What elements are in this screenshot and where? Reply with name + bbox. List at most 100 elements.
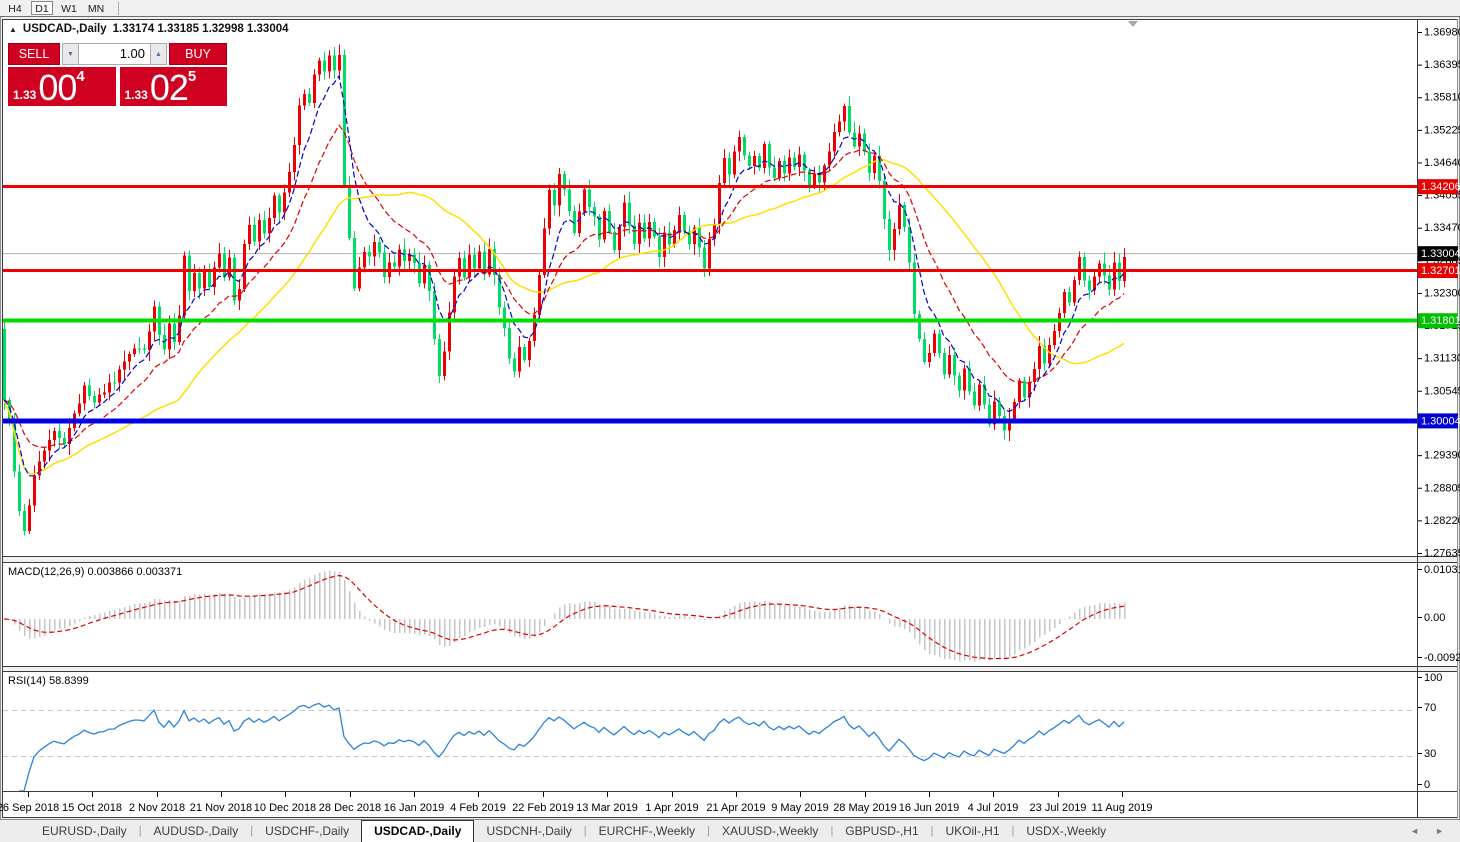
price-tick-label: 1.35225: [1424, 124, 1460, 136]
macd-scale-label: 0.010311: [1424, 564, 1460, 576]
tab-scroll-left-icon[interactable]: ◄: [1410, 826, 1420, 836]
date-tick-label: 21 Apr 2019: [706, 802, 765, 814]
chart-shift-marker-icon[interactable]: [1128, 21, 1138, 27]
timeframe-button-w1[interactable]: W1: [58, 1, 80, 15]
price-badge-1.34206: 1.34206: [1418, 179, 1460, 195]
ma-fast-line: [3, 74, 1125, 477]
tab-separator: |: [830, 825, 834, 837]
date-tick-label: 15 Oct 2018: [62, 802, 122, 814]
toolbar-separator: [118, 1, 119, 15]
date-tick-label: 4 Jul 2019: [968, 802, 1019, 814]
date-tick-label: 28 May 2019: [833, 802, 897, 814]
date-tick-label: 16 Jan 2019: [384, 802, 445, 814]
buy-price-display[interactable]: 1.33 02 5: [119, 67, 227, 108]
svg-text:1.30004: 1.30004: [1421, 415, 1460, 427]
date-tick-label: 9 May 2019: [771, 802, 828, 814]
one-click-trading-panel: SELL ▼ 1.00 ▲ BUY 1.33 00 4 1.33 02 5: [8, 43, 227, 106]
macd-scale-label: 0.00: [1424, 612, 1445, 624]
tab-usdchf-daily[interactable]: USDCHF-,Daily: [265, 824, 350, 838]
ohlc-readout: 1.33174 1.33185 1.32998 1.33004: [112, 23, 289, 35]
rsi-scale-label: 0: [1424, 779, 1430, 791]
tab-scroll-arrows: ◄ ►: [1410, 826, 1444, 836]
price-tick-label: 1.34640: [1424, 157, 1460, 169]
svg-text:1.34206: 1.34206: [1421, 181, 1460, 193]
tab-separator: |: [1011, 825, 1015, 837]
tab-separator: |: [930, 825, 934, 837]
macd-label: MACD(12,26,9) 0.003866 0.003371: [8, 566, 182, 578]
rsi-scale-label: 70: [1424, 702, 1436, 714]
tab-gbpusd-h1[interactable]: GBPUSD-,H1: [845, 824, 919, 838]
expand-arrow-icon[interactable]: ▲: [9, 24, 17, 34]
timeframe-button-d1[interactable]: D1: [31, 1, 53, 15]
date-tick-label: 22 Feb 2019: [512, 802, 574, 814]
macd-scale-label: -0.009203: [1424, 652, 1460, 664]
price-tick-label: 1.29390: [1424, 450, 1460, 462]
tab-eurchf-weekly[interactable]: EURCHF-,Weekly: [598, 824, 696, 838]
spinner-down-icon: ▼: [67, 50, 74, 58]
timeframe-button-h4[interactable]: H4: [4, 1, 26, 15]
trade-panel-prices: 1.33 00 4 1.33 02 5: [8, 67, 227, 106]
volume-decrease-button[interactable]: ▼: [62, 43, 79, 65]
price-badge-1.32701: 1.32701: [1418, 263, 1460, 279]
price-badge-1.30004: 1.30004: [1418, 413, 1460, 429]
date-tick-label: 2 Nov 2018: [129, 802, 185, 814]
svg-text:1.33004: 1.33004: [1421, 248, 1460, 260]
tab-separator: |: [583, 825, 587, 837]
price-tick-label: 1.32300: [1424, 287, 1460, 299]
sell-price-display[interactable]: 1.33 00 4: [8, 67, 116, 106]
price-tick-label: 1.30545: [1424, 385, 1460, 397]
date-axis: 26 Sep 2018 15 Oct 2018 2 Nov 2018 21 Nov 2…: [0, 792, 1152, 814]
timeframe-button-mn[interactable]: MN: [85, 1, 107, 15]
buy-price-main: 02: [149, 67, 189, 108]
chart-tabs-bar: EURUSD-,Daily | AUDUSD-,Daily | USDCHF-,Dail…: [0, 819, 1460, 842]
date-tick-label: 13 Mar 2019: [576, 802, 638, 814]
svg-text:1.32701: 1.32701: [1421, 265, 1460, 277]
rsi-scale-label: 100: [1424, 672, 1442, 684]
date-tick-label: 28 Dec 2018: [319, 802, 381, 814]
macd-signal-line: [3, 574, 1125, 660]
buy-price-pip: 5: [187, 68, 197, 85]
tab-usdx-weekly[interactable]: USDX-,Weekly: [1026, 824, 1107, 838]
price-tick-label: 1.31130: [1424, 353, 1460, 365]
buy-price-prefix: 1.33: [124, 88, 148, 102]
tab-separator: |: [707, 825, 710, 837]
price-tick-label: 1.27635: [1424, 547, 1460, 559]
tab-scroll-right-icon[interactable]: ►: [1435, 826, 1444, 836]
ma-slow-line: [3, 159, 1125, 475]
sell-button[interactable]: SELL: [8, 43, 60, 65]
sell-price-pip: 4: [76, 68, 85, 85]
tab-usdcnh-daily[interactable]: USDCNH-,Daily: [486, 824, 572, 838]
price-axis: 1.369801.363951.358101.352251.346401.340…: [1418, 27, 1460, 791]
trade-panel-controls: SELL ▼ 1.00 ▲ BUY: [8, 43, 227, 65]
sell-price-prefix: 1.33: [13, 88, 37, 102]
sell-price-main: 00: [38, 67, 77, 108]
candlestick-series: [3, 44, 1126, 536]
tab-separator: |: [138, 825, 142, 837]
volume-input[interactable]: 1.00: [79, 43, 150, 65]
price-tick-label: 1.35810: [1424, 92, 1460, 104]
date-tick-label: 21 Nov 2018: [190, 802, 252, 814]
chart-symbol-label: USDCAD-,Daily: [22, 23, 107, 35]
price-tick-label: 1.33470: [1424, 222, 1460, 234]
price-tick-label: 1.36395: [1424, 59, 1460, 71]
date-tick-label: 23 Jul 2019: [1030, 802, 1087, 814]
tab-usdcad-daily[interactable]: USDCAD-,Daily: [361, 820, 475, 842]
tab-ukoil-h1[interactable]: UKOil-,H1: [945, 824, 1000, 838]
rsi-scale-label: 30: [1424, 748, 1436, 760]
volume-stepper: ▼ 1.00 ▲: [62, 43, 167, 65]
buy-button[interactable]: BUY: [169, 43, 227, 65]
price-tick-label: 1.28220: [1424, 515, 1460, 527]
tab-eurusd-daily[interactable]: EURUSD-,Daily: [42, 824, 127, 838]
spinner-up-icon: ▲: [155, 50, 162, 58]
volume-increase-button[interactable]: ▲: [150, 43, 167, 65]
date-tick-label: 16 Jun 2019: [899, 802, 960, 814]
date-tick-label: 1 Apr 2019: [645, 802, 698, 814]
tab-audusd-daily[interactable]: AUDUSD-,Daily: [153, 824, 239, 838]
price-badge-1.33004: 1.33004: [1418, 246, 1460, 262]
ma-mid-line: [3, 124, 1125, 449]
price-tick-label: 1.36980: [1424, 27, 1460, 39]
tab-xauusd-weekly[interactable]: XAUUSD-,Weekly: [721, 824, 819, 838]
date-tick-label: 4 Feb 2019: [450, 802, 506, 814]
rsi-label: RSI(14) 58.8399: [8, 675, 89, 687]
